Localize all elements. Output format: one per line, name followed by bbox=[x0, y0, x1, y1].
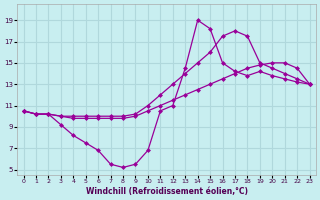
X-axis label: Windchill (Refroidissement éolien,°C): Windchill (Refroidissement éolien,°C) bbox=[85, 187, 248, 196]
